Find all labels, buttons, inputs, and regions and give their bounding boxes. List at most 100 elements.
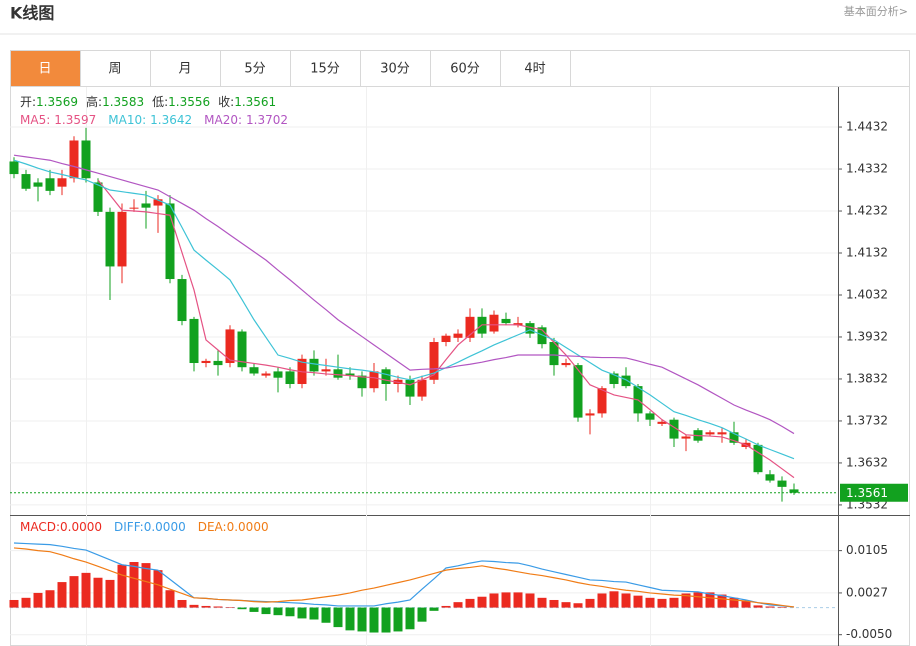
y-tick-label: -0.0050 (846, 627, 892, 641)
y-tick-label: 1.4432 (846, 120, 888, 134)
macd-bar (297, 607, 307, 619)
candle-body (93, 182, 103, 212)
candle-body (549, 342, 559, 366)
macd-bar (561, 602, 571, 608)
tab-label[interactable]: 月 (178, 62, 191, 77)
macd-bar (165, 590, 175, 608)
candle-body (537, 327, 547, 345)
candle-body (237, 331, 247, 368)
y-tick-label: 1.4032 (846, 287, 888, 301)
candle-body (525, 323, 535, 334)
ma-value: 1.3597 (54, 113, 96, 127)
candle-body (117, 211, 127, 267)
tab[interactable] (500, 50, 571, 87)
macd-bar (621, 593, 631, 608)
candle-body (81, 140, 91, 179)
macd-bar (357, 607, 367, 632)
candle-body (573, 365, 583, 418)
macd-line (13, 547, 795, 608)
macd-bar (321, 607, 331, 623)
macd-bar (141, 563, 151, 608)
tab-label[interactable]: 周 (108, 62, 121, 77)
tab-label[interactable]: 5分 (244, 62, 265, 77)
macd-bar (393, 607, 403, 632)
candle-body (669, 419, 679, 439)
ohlc-label: 收: (218, 95, 234, 109)
candle-body (729, 432, 739, 443)
macd-bar (741, 601, 751, 608)
candle-body (585, 413, 595, 416)
candle-body (561, 363, 571, 366)
macd-bar (501, 592, 511, 608)
macd-bar (69, 576, 79, 608)
candle-body (441, 335, 451, 343)
macd-bar (669, 597, 679, 608)
macd-bar (441, 605, 451, 608)
macd-legend-value: 0.0000 (144, 520, 186, 534)
tab[interactable] (290, 50, 361, 87)
ohlc-value: 1.3561 (234, 95, 276, 109)
candle-body (717, 432, 727, 435)
candle-body (21, 174, 31, 189)
candle-body (225, 329, 235, 364)
page-title: K线图 (10, 4, 54, 23)
ma-name: MA20: (204, 113, 242, 127)
tab[interactable] (150, 50, 221, 87)
tab-label[interactable]: 15分 (310, 62, 340, 77)
macd-legend-label: MACD: (20, 520, 60, 534)
y-tick-label: 1.3632 (846, 455, 888, 469)
macd-bar (9, 599, 19, 608)
macd-bar (105, 579, 115, 608)
candle-body (657, 421, 667, 424)
macd-bar (177, 599, 187, 608)
tab-label[interactable]: 30分 (380, 62, 410, 77)
tab[interactable] (10, 50, 81, 87)
candle-body (201, 360, 211, 364)
candle-body (249, 367, 259, 374)
macd-bar (429, 607, 439, 611)
tab[interactable] (360, 50, 431, 87)
candle-body (141, 203, 151, 208)
macd-bar (117, 564, 127, 608)
candle-body (381, 369, 391, 385)
macd-bar (729, 597, 739, 608)
candle-body (189, 318, 199, 364)
ma-legend: MA5: 1.3597 MA10: 1.3642 MA20: 1.3702 (20, 113, 288, 127)
y-tick-label: 1.4232 (846, 204, 888, 218)
ohlc-value: 1.3569 (36, 95, 78, 109)
fundamental-link[interactable]: 基本面分析> (844, 4, 908, 18)
candle-body (501, 318, 511, 324)
candle-body (621, 375, 631, 387)
macd-bar (57, 582, 67, 608)
macd-bar (225, 607, 235, 608)
macd-bar (273, 607, 283, 616)
macd-bar (345, 607, 355, 631)
macd-bar (717, 594, 727, 608)
tab-label[interactable]: 4时 (524, 62, 545, 77)
macd-bar (585, 598, 595, 608)
tab[interactable] (80, 50, 151, 87)
y-tick-label: 0.0027 (846, 585, 888, 599)
y-tick-label: 1.3932 (846, 329, 888, 343)
tab[interactable] (220, 50, 291, 87)
macd-bar (765, 606, 775, 608)
macd-legend-value: 0.0000 (60, 520, 102, 534)
tab-label[interactable]: 日 (38, 62, 51, 77)
macd-legend-label: DIFF: (114, 520, 144, 534)
candle-body (273, 371, 283, 378)
y-tick-label: 1.4332 (846, 162, 888, 176)
macd-bar (45, 590, 55, 608)
chart-frame (10, 50, 910, 646)
candle-body (357, 375, 367, 389)
candle-body (165, 203, 175, 280)
candle-body (261, 373, 271, 376)
macd-bar (285, 607, 295, 617)
candle-body (429, 342, 439, 380)
tab-label[interactable]: 60分 (450, 62, 480, 77)
candle-body (345, 373, 355, 376)
y-tick-label: 1.4132 (846, 246, 888, 260)
last-price-box (840, 483, 908, 502)
macd-bar (33, 592, 43, 608)
macd-bar (489, 593, 499, 608)
candle-body (129, 207, 139, 209)
